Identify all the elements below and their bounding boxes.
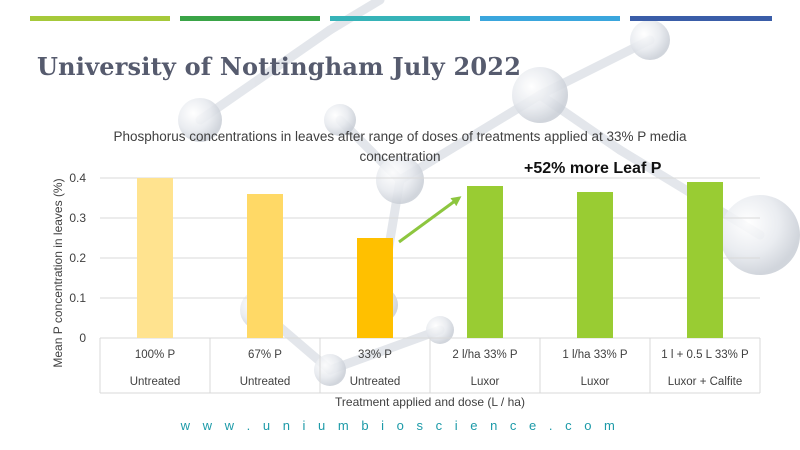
y-axis-label: Mean P concentration in leaves (%) xyxy=(51,178,65,367)
category-dose-label: 100% P xyxy=(135,349,176,361)
increase-arrow xyxy=(398,196,462,244)
chart-bars xyxy=(137,178,723,338)
category-treatment-label: Untreated xyxy=(240,376,291,388)
y-tick-label: 0.4 xyxy=(69,171,86,185)
category-treatment-label: Untreated xyxy=(350,376,401,388)
category-dose-label: 1 l/ha 33% P xyxy=(562,349,628,361)
bar-3 xyxy=(357,238,393,338)
website-url: w w w . u n i u m b i o s c i e n c e . … xyxy=(180,418,620,433)
category-dose-label: 2 l/ha 33% P xyxy=(452,349,518,361)
category-table xyxy=(99,338,761,394)
category-treatment-label: Luxor xyxy=(581,376,610,388)
header-color-bar-1 xyxy=(30,16,170,21)
header-color-bar-4 xyxy=(480,16,620,21)
chart-title: Phosphorus concentrations in leaves afte… xyxy=(113,129,687,164)
x-axis-label: Treatment applied and dose (L / ha) xyxy=(335,395,525,409)
category-labels: 100% P Untreated 67% P Untreated 33% P Untrea… xyxy=(130,349,749,388)
slide-title: University of Nottingham July 2022 xyxy=(37,52,522,81)
y-tick-label: 0.1 xyxy=(69,291,86,305)
y-tick-label: 0 xyxy=(79,331,86,345)
bar-2 xyxy=(247,194,283,338)
header-color-bar-5 xyxy=(630,16,772,21)
bar-6 xyxy=(687,182,723,338)
category-treatment-label: Luxor xyxy=(471,376,500,388)
bar-1 xyxy=(137,178,173,338)
y-tick-label: 0.2 xyxy=(69,251,86,265)
chart-gridlines xyxy=(100,177,760,339)
y-axis-ticks: 0 0.1 0.2 0.3 0.4 xyxy=(69,171,86,345)
category-treatment-label: Luxor + Calfite xyxy=(668,376,742,388)
category-treatment-label: Untreated xyxy=(130,376,181,388)
header-color-bar-3 xyxy=(330,16,470,21)
bar-4 xyxy=(467,186,503,338)
category-dose-label: 67% P xyxy=(248,349,282,361)
increase-annotation: +52% more Leaf P xyxy=(524,160,662,177)
y-tick-label: 0.3 xyxy=(69,211,86,225)
category-dose-label: 1 l + 0.5 L 33% P xyxy=(661,349,749,361)
category-dose-label: 33% P xyxy=(358,349,392,361)
bar-5 xyxy=(577,192,613,338)
header-color-bar-2 xyxy=(180,16,320,21)
